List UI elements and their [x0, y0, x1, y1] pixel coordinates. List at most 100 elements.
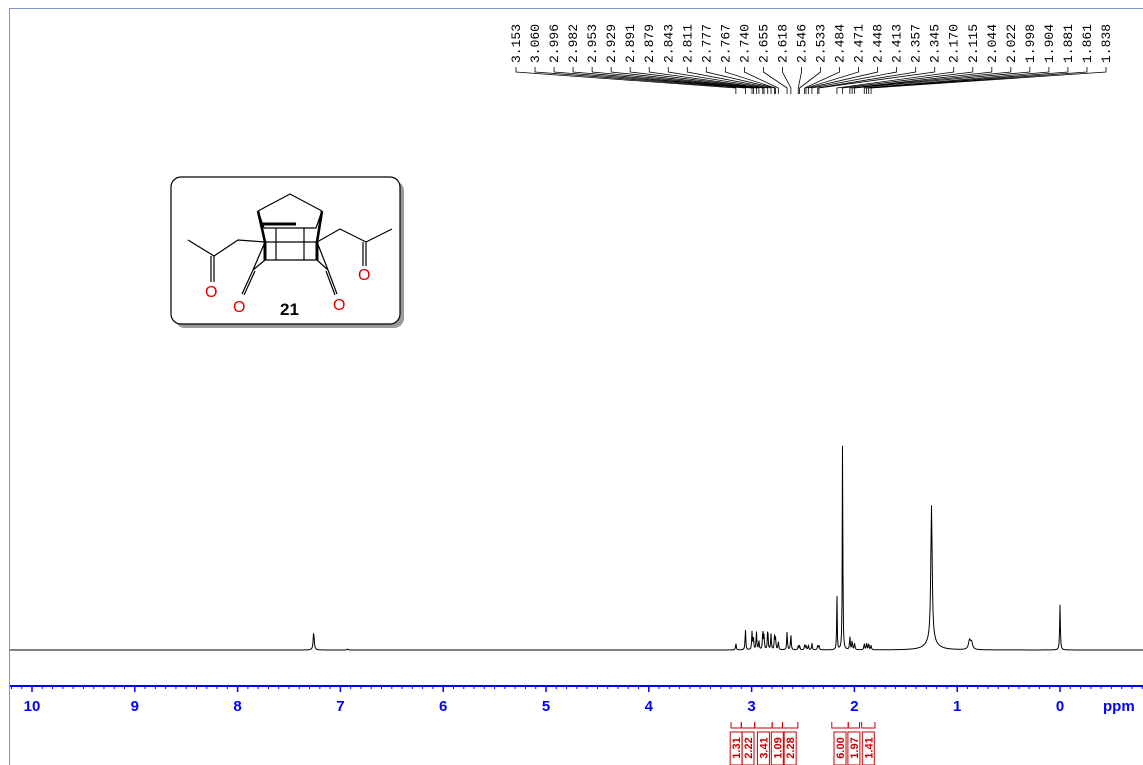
peak-label: 2.879 — [642, 24, 657, 63]
peak-label-connector — [836, 67, 955, 94]
peak-label-connector — [705, 67, 775, 94]
peak-label: 2.413 — [890, 24, 905, 63]
peak-label-connector — [854, 67, 1031, 94]
peak-label: 1.861 — [1080, 24, 1095, 63]
integral-bracket — [831, 722, 849, 729]
peak-label: 2.357 — [909, 24, 924, 63]
peak-label-connector — [842, 67, 974, 94]
peak-label-connector — [686, 67, 772, 94]
peak-label-connector — [591, 67, 757, 94]
peak-label: 2.471 — [852, 24, 867, 63]
peak-label: 2.767 — [718, 24, 733, 63]
peak-label-connector — [515, 67, 737, 94]
x-tick-label: 10 — [24, 698, 41, 715]
peak-label: 1.998 — [1023, 24, 1038, 63]
structure-inset: O O O O 21 — [170, 176, 404, 328]
peak-label-connector — [648, 67, 765, 94]
peak-label: 2.740 — [737, 24, 752, 63]
peak-label-connector — [863, 67, 1050, 94]
compound-number: 21 — [280, 300, 299, 319]
integral-value-box — [847, 731, 861, 765]
peak-label: 2.448 — [871, 24, 886, 63]
integral-bracket — [847, 722, 861, 729]
peak-label-connector — [610, 67, 760, 94]
peak-label: 1.904 — [1042, 24, 1057, 63]
molecule-drawing — [187, 193, 393, 296]
peak-label: 2.546 — [794, 24, 809, 63]
integral-value: 2.22 — [743, 737, 755, 758]
peak-label-connector — [818, 67, 936, 94]
peak-label: 2.115 — [966, 24, 981, 63]
peak-label-connector — [667, 67, 769, 94]
integral-bracket — [740, 722, 756, 729]
peak-label: 2.982 — [566, 24, 581, 63]
x-tick-label: 0 — [1056, 698, 1064, 715]
integral-value: 1.31 — [731, 737, 743, 758]
peak-label: 3.060 — [528, 24, 543, 63]
x-tick-label: 8 — [233, 698, 241, 715]
integral-value: 2.28 — [785, 737, 797, 758]
peak-label: 2.618 — [775, 24, 790, 63]
peak-label-connector — [743, 67, 779, 94]
integral-value: 1.41 — [863, 737, 875, 758]
x-axis-unit-label: ppm — [1103, 698, 1135, 715]
integral-bracket — [754, 722, 773, 729]
peak-label: 2.891 — [623, 24, 638, 63]
integral-bracket — [730, 722, 742, 729]
peak-label: 2.533 — [814, 24, 829, 63]
integral-bracket — [861, 722, 876, 729]
integral-value: 1.09 — [772, 737, 784, 758]
integral-bracket — [771, 722, 783, 729]
integral-value-box — [741, 731, 755, 765]
integral-value: 6.00 — [835, 737, 847, 758]
integral-value-box — [833, 731, 847, 765]
peak-label-connector — [782, 67, 792, 94]
peak-label-connector — [534, 67, 746, 94]
spectrum-trace — [10, 445, 1143, 651]
peak-label-connector — [851, 67, 1012, 94]
peak-label-connector — [866, 67, 1069, 94]
peak-label: 2.484 — [833, 24, 848, 63]
peak-label: 2.345 — [928, 24, 943, 63]
peak-label-connector — [799, 67, 821, 94]
peak-label: 1.838 — [1099, 24, 1114, 63]
peak-label-connector — [572, 67, 754, 94]
peak-label-connector — [868, 67, 1088, 94]
peak-label: 2.811 — [680, 24, 695, 63]
integral-bracket — [781, 722, 799, 729]
x-tick-label: 3 — [747, 698, 755, 715]
integral-value-box — [756, 731, 770, 765]
oxygen-right-cage: O — [333, 297, 345, 314]
peak-label: 2.655 — [756, 24, 771, 63]
peak-label-connector — [817, 67, 917, 94]
peak-label: 2.996 — [547, 24, 562, 63]
x-tick-label: 4 — [645, 698, 654, 715]
x-tick-label: 9 — [131, 698, 139, 715]
peak-label-connector — [724, 67, 776, 94]
peak-label: 2.022 — [1004, 24, 1019, 63]
peak-label-connector — [797, 67, 802, 94]
peak-label-connector — [849, 67, 993, 94]
peak-label: 2.170 — [947, 24, 962, 63]
structure-box — [170, 176, 401, 325]
oxygen-left-chain: O — [205, 284, 217, 301]
oxygen-right-chain: O — [358, 267, 370, 284]
peak-label: 2.953 — [585, 24, 600, 63]
x-tick-label: 1 — [953, 698, 961, 715]
peak-label-connector — [807, 67, 879, 94]
peak-label-connector — [804, 67, 840, 94]
x-tick-label: 7 — [336, 698, 344, 715]
peak-label-connector — [763, 67, 788, 94]
peak-label-connector — [805, 67, 859, 94]
integral-value: 3.41 — [758, 737, 770, 758]
integral-value-box — [861, 731, 875, 765]
oxygen-left-cage: O — [233, 299, 245, 316]
peak-label-connector — [811, 67, 898, 94]
integral-value: 1.97 — [849, 737, 861, 758]
x-tick-label: 6 — [439, 698, 447, 715]
integral-value-box — [783, 731, 797, 765]
peak-label: 2.929 — [604, 24, 619, 63]
peak-label: 2.777 — [699, 24, 714, 63]
